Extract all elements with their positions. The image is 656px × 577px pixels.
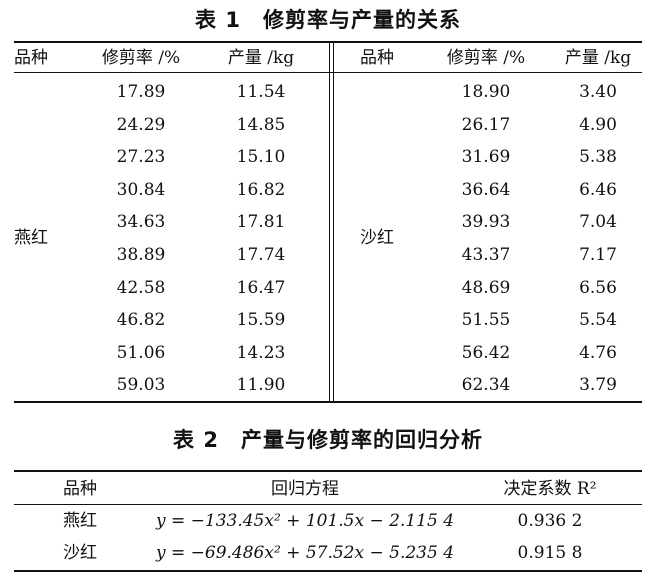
table1-cell-prune-left: 27.23 bbox=[82, 142, 200, 172]
table2-header-variety: 品种 bbox=[30, 474, 130, 504]
table1-cell-prune-right: 51.55 bbox=[425, 305, 547, 335]
table1-header-yield-right: 产量 /kg bbox=[548, 43, 648, 73]
table1-cell-prune-left: 46.82 bbox=[82, 305, 200, 335]
table1-cell-yield-left: 15.10 bbox=[202, 142, 320, 172]
table1-cell-yield-right: 7.17 bbox=[548, 240, 648, 270]
table1-cell-prune-left: 59.03 bbox=[82, 370, 200, 400]
table2-header-r2: 决定系数 R² bbox=[470, 474, 630, 504]
table1-cell-prune-left: 42.58 bbox=[82, 273, 200, 303]
table1-cell-yield-left: 15.59 bbox=[202, 305, 320, 335]
table1-cell-prune-right: 31.69 bbox=[425, 142, 547, 172]
table1-cell-prune-left: 51.06 bbox=[82, 338, 200, 368]
table1-cell-yield-right: 3.40 bbox=[548, 77, 648, 107]
table1-cell-prune-right: 48.69 bbox=[425, 273, 547, 303]
table1-cell-prune-left: 38.89 bbox=[82, 240, 200, 270]
table1-bottom-rule bbox=[14, 401, 642, 403]
table1-cell-prune-right: 26.17 bbox=[425, 110, 547, 140]
table1-cell-yield-left: 16.47 bbox=[202, 273, 320, 303]
table1-cell-yield-right: 5.38 bbox=[548, 142, 648, 172]
table1-header-prune-right: 修剪率 /% bbox=[425, 43, 547, 73]
table2-row1-equation: y = −133.45x² + 101.5x − 2.115 4 bbox=[150, 506, 460, 536]
table1-cell-yield-left: 14.85 bbox=[202, 110, 320, 140]
table1-header-variety-right: 品种 bbox=[360, 43, 430, 73]
table1-cell-yield-left: 17.74 bbox=[202, 240, 320, 270]
table1-cell-prune-right: 56.42 bbox=[425, 338, 547, 368]
table2-row1-variety: 燕红 bbox=[30, 506, 130, 536]
table1-cell-yield-left: 11.54 bbox=[202, 77, 320, 107]
table1-cell-yield-right: 3.79 bbox=[548, 370, 648, 400]
table1-cell-prune-left: 17.89 bbox=[82, 77, 200, 107]
table1-header-prune-left: 修剪率 /% bbox=[82, 43, 200, 73]
table1-cell-yield-left: 17.81 bbox=[202, 207, 320, 237]
table1-cell-yield-right: 7.04 bbox=[548, 207, 648, 237]
table1-cell-prune-left: 30.84 bbox=[82, 175, 200, 205]
table1-cell-prune-left: 34.63 bbox=[82, 207, 200, 237]
table1-header-yield-left: 产量 /kg bbox=[202, 43, 320, 73]
table1-cell-yield-right: 6.56 bbox=[548, 273, 648, 303]
table2-header-rule bbox=[14, 504, 642, 505]
table1-cell-yield-right: 4.76 bbox=[548, 338, 648, 368]
table1-cell-prune-right: 39.93 bbox=[425, 207, 547, 237]
table2-row2-equation: y = −69.486x² + 57.52x − 5.235 4 bbox=[150, 538, 460, 568]
table2-row1-r2: 0.936 2 bbox=[470, 506, 630, 536]
table1-cell-yield-right: 6.46 bbox=[548, 175, 648, 205]
table1-cell-yield-left: 14.23 bbox=[202, 338, 320, 368]
table1-divider-b bbox=[333, 42, 334, 402]
table1-cell-yield-left: 16.82 bbox=[202, 175, 320, 205]
table2-header-equation: 回归方程 bbox=[150, 474, 460, 504]
table1-cell-prune-right: 18.90 bbox=[425, 77, 547, 107]
table2-row2-r2: 0.915 8 bbox=[470, 538, 630, 568]
table1-cell-yield-left: 11.90 bbox=[202, 370, 320, 400]
table2-title: 表 2 产量与修剪率的回归分析 bbox=[0, 424, 656, 454]
table1-cell-yield-right: 4.90 bbox=[548, 110, 648, 140]
table1-cell-prune-left: 24.29 bbox=[82, 110, 200, 140]
table1-cell-yield-right: 5.54 bbox=[548, 305, 648, 335]
table2-top-rule bbox=[14, 470, 642, 472]
table2-row2-variety: 沙红 bbox=[30, 538, 130, 568]
table1-divider-a bbox=[329, 42, 330, 402]
table1-variety-yanhong: 燕红 bbox=[14, 223, 74, 253]
table1-header-variety-left: 品种 bbox=[14, 43, 84, 73]
table1-variety-shahong: 沙红 bbox=[360, 223, 420, 253]
table2-bottom-rule bbox=[14, 570, 642, 572]
table1-header-rule bbox=[14, 72, 642, 73]
table1-title: 表 1 修剪率与产量的关系 bbox=[0, 4, 656, 34]
table1-cell-prune-right: 43.37 bbox=[425, 240, 547, 270]
table1-cell-prune-right: 62.34 bbox=[425, 370, 547, 400]
table1-cell-prune-right: 36.64 bbox=[425, 175, 547, 205]
